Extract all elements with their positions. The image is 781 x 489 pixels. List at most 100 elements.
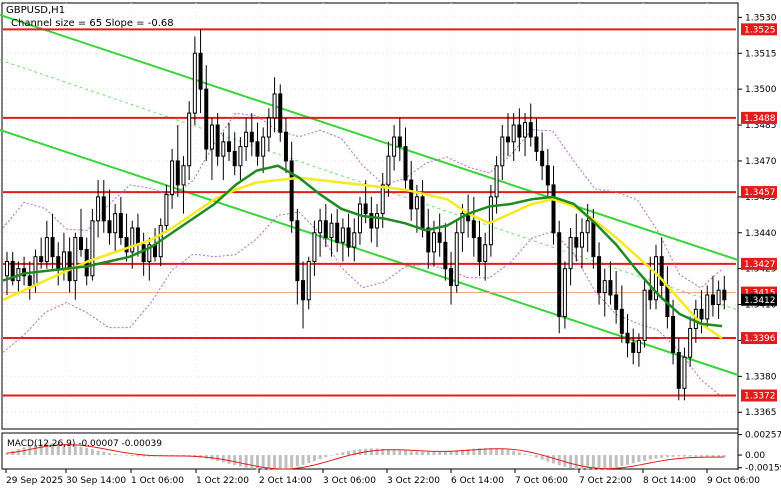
macd-bar-91 (523, 453, 527, 456)
macd-bar-69 (398, 450, 402, 456)
candle-body-50 (289, 160, 294, 222)
macd-bar-14 (85, 447, 89, 456)
macd-bar-95 (546, 455, 550, 462)
macd-bar-44 (255, 455, 259, 470)
level-tag-3 (741, 257, 777, 270)
macd-bar-121 (694, 455, 698, 457)
macd-bar-100 (574, 455, 578, 470)
envelope-lines (2, 112, 723, 398)
macd-bar-49 (284, 455, 288, 470)
macd-tick-label-1: 0.00 (745, 451, 765, 461)
macd-bar-7 (45, 443, 49, 456)
macd-bar-90 (517, 452, 521, 456)
candle-body-70 (403, 146, 408, 181)
macd-bar-93 (534, 455, 538, 458)
candle-body-123 (705, 294, 710, 320)
macd-bar-104 (597, 455, 601, 470)
candle-body-120 (688, 327, 693, 358)
macd-bar-118 (677, 455, 681, 457)
candle-body-56 (323, 220, 328, 239)
candle-body-74 (426, 227, 431, 253)
candle-body-125 (716, 289, 721, 306)
macd-bar-20 (119, 454, 123, 456)
macd-bar-113 (648, 455, 652, 460)
candle-body-124 (710, 294, 715, 306)
macd-bar-68 (392, 449, 396, 456)
macd-bar-6 (39, 443, 43, 456)
macd-bar-98 (563, 455, 567, 467)
level-tag-5 (741, 389, 777, 402)
ma-fast-line (2, 176, 723, 340)
candle-body-104 (597, 256, 602, 294)
candle-body-4 (27, 275, 32, 286)
channel-info: Channel size = 65 Slope = -0.68 (11, 18, 174, 29)
candle-body-91 (523, 122, 528, 138)
time-tick-label-9: 7 Oct 22:00 (579, 476, 632, 486)
macd-bar-122 (700, 455, 704, 457)
candle-body-72 (414, 196, 419, 210)
candle-body-86 (494, 165, 499, 198)
candle-body-37 (215, 124, 220, 157)
channel-upper-line (0, 14, 739, 261)
price-tick-label-4: 1.3470 (745, 157, 777, 167)
price-tick-label-6: 1.3440 (745, 229, 777, 239)
time-tick-label-4: 2 Oct 14:00 (259, 476, 312, 486)
candle-body-30 (175, 160, 180, 186)
macd-bar-5 (33, 444, 37, 456)
candle-body-88 (505, 136, 510, 143)
macd-tick-label-0: 0.00257 (745, 431, 781, 441)
candle-body-29 (170, 160, 175, 195)
macd-bar-65 (375, 448, 379, 456)
macd-bar-124 (711, 455, 715, 458)
level-labels: 1.3525 1.3488 1.3457 1.3427 1.3396 1.3372 1.34… (741, 23, 777, 402)
level-tag-2 (741, 186, 777, 199)
price-tick-label-2: 1.3500 (745, 85, 777, 95)
macd-bar-45 (261, 455, 265, 471)
macd-bar-9 (56, 443, 60, 456)
macd-bar-92 (529, 455, 533, 456)
candle-body-38 (221, 141, 226, 157)
macd-bar-60 (347, 450, 351, 456)
channel-mid-line (0, 59, 739, 311)
macd-bar-71 (409, 451, 413, 456)
macd-bar-10 (62, 443, 66, 456)
macd-bar-80 (460, 449, 464, 456)
candle-body-106 (608, 280, 613, 296)
macd-bar-13 (79, 446, 83, 456)
macd-bar-39 (227, 455, 231, 464)
macd-bar-42 (244, 455, 248, 468)
level-tag-label-1: 1.3488 (744, 114, 776, 124)
macd-bar-84 (483, 448, 487, 456)
candle-body-25 (147, 244, 152, 262)
candle-body-92 (528, 122, 533, 138)
macd-indicator: 0.00257 0.00 -0.00159 (5, 431, 781, 474)
price-tick-label-0: 1.3530 (745, 13, 777, 23)
candle-body-31 (181, 165, 186, 186)
macd-bar-103 (591, 455, 595, 471)
candle-body-122 (699, 308, 704, 320)
macd-bar-86 (495, 448, 499, 456)
level-tag-label-2: 1.3457 (744, 188, 776, 198)
level-tag-label-0: 1.3525 (744, 25, 776, 35)
candle-body-24 (141, 244, 146, 262)
current-price-tag-label: 1.3412 (744, 296, 776, 306)
macd-bar-74 (426, 451, 430, 456)
macd-bar-109 (626, 455, 630, 465)
candle-body-113 (648, 289, 653, 301)
candle-body-84 (483, 244, 488, 262)
candle-body-111 (636, 339, 641, 353)
candle-body-101 (579, 232, 584, 248)
macd-bar-119 (682, 455, 686, 457)
macd-bar-4 (28, 445, 32, 456)
macd-bar-11 (68, 444, 72, 456)
macd-bar-111 (637, 455, 641, 463)
macd-bar-51 (295, 455, 299, 467)
time-tick-label-6: 3 Oct 22:00 (387, 476, 440, 486)
candle-body-108 (619, 308, 624, 334)
candle-body-67 (386, 155, 391, 186)
channel-lower-line (0, 129, 739, 376)
candle-body-64 (369, 213, 374, 229)
regression-channel (0, 14, 739, 376)
candle-body-115 (659, 256, 664, 286)
